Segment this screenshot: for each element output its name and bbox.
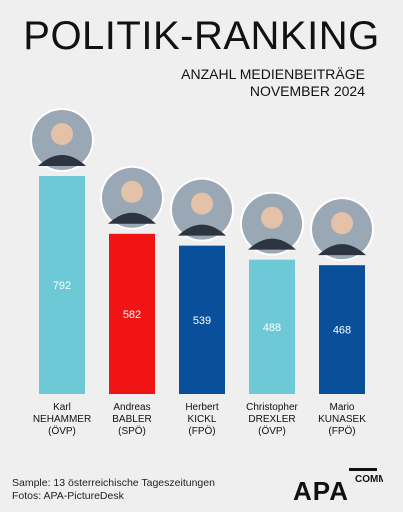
category-label: Christopher — [246, 402, 298, 413]
chart-period: NOVEMBER 2024 — [249, 83, 365, 99]
category-label: Karl — [53, 402, 71, 413]
chart-subtitle: ANZAHL MEDIENBEITRÄGE — [181, 66, 365, 82]
category-label: Herbert — [185, 402, 219, 413]
category-label: Andreas — [113, 402, 150, 413]
bar-value-label: 539 — [193, 315, 211, 327]
category-label: DREXLER — [248, 414, 295, 425]
bar — [39, 176, 85, 394]
portrait-suit — [248, 238, 296, 250]
category-label: NEHAMMER — [33, 414, 91, 425]
category-label: (ÖVP) — [258, 425, 286, 437]
category-label: (FPÖ) — [328, 425, 355, 437]
bar-value-label: 792 — [53, 280, 71, 292]
category-label: BABLER — [112, 414, 151, 425]
category-label: KICKL — [188, 414, 217, 425]
bar-value-label: 468 — [333, 325, 351, 337]
portrait-face — [121, 180, 143, 203]
chart-title: POLITIK-RANKING — [23, 14, 380, 58]
portrait-suit — [108, 212, 156, 224]
portrait-face — [191, 192, 213, 215]
portrait-face — [331, 212, 353, 235]
portrait-suit — [38, 155, 86, 166]
apa-comm-logo: COMM APA — [293, 468, 383, 502]
portrait-face — [51, 123, 73, 145]
bar — [179, 245, 225, 394]
category-label: (SPÖ) — [118, 425, 146, 437]
sample-note: Sample: 13 österreichische Tageszeitunge… — [12, 477, 215, 489]
bar-value-label: 488 — [263, 322, 281, 334]
portrait-suit — [318, 244, 366, 256]
bar — [249, 259, 295, 394]
category-label: (FPÖ) — [188, 425, 215, 437]
logo-main-text: APA — [293, 476, 349, 502]
bar — [319, 265, 365, 394]
portrait-face — [261, 206, 283, 229]
category-label: KUNASEK — [318, 414, 366, 425]
category-label: Mario — [329, 402, 354, 413]
bar — [109, 233, 155, 394]
category-label: (ÖVP) — [48, 425, 76, 437]
logo-sub-text: COMM — [355, 474, 383, 485]
portrait-suit — [178, 224, 226, 236]
photo-credit: Fotos: APA-PictureDesk — [12, 490, 124, 502]
bar-value-label: 582 — [123, 309, 141, 321]
